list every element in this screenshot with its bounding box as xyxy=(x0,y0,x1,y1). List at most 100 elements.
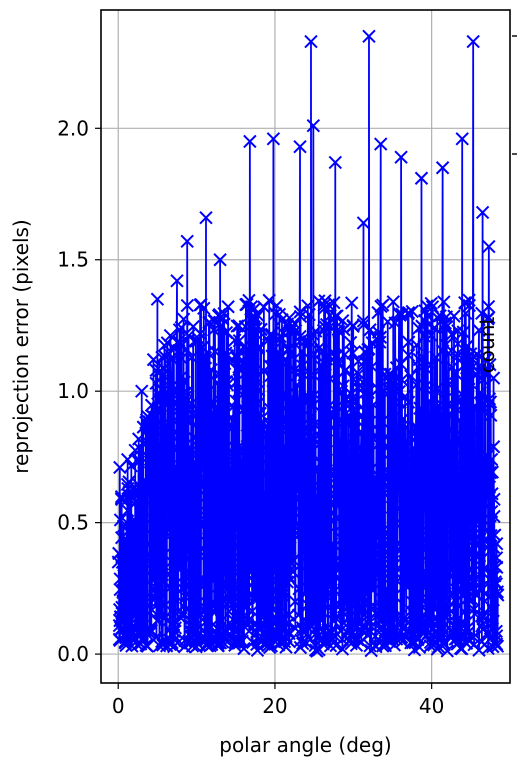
data-point xyxy=(466,34,480,49)
data-point xyxy=(192,544,206,558)
data-point xyxy=(241,613,256,628)
data-point xyxy=(307,368,321,383)
data-point xyxy=(193,503,207,518)
data-point xyxy=(298,334,312,349)
data-point xyxy=(249,439,263,453)
data-point xyxy=(131,594,145,608)
data-point xyxy=(490,585,505,599)
data-point xyxy=(356,314,371,328)
data-point xyxy=(386,375,400,390)
data-point xyxy=(158,419,173,434)
data-point xyxy=(243,134,257,149)
data-point xyxy=(166,400,180,414)
data-point xyxy=(242,547,256,562)
data-point xyxy=(312,437,327,451)
data-point xyxy=(412,640,427,654)
data-point xyxy=(414,621,428,635)
data-point xyxy=(148,504,162,519)
data-point xyxy=(166,441,180,455)
data-point xyxy=(390,574,404,588)
data-point xyxy=(426,390,441,404)
data-point xyxy=(462,371,476,386)
data-point xyxy=(196,368,211,383)
data-point xyxy=(283,541,297,555)
data-point xyxy=(170,636,185,650)
data-point xyxy=(456,389,470,403)
data-point xyxy=(182,455,197,469)
data-point xyxy=(232,362,246,377)
data-point xyxy=(265,548,279,563)
data-point xyxy=(335,642,350,656)
data-point xyxy=(362,573,377,587)
data-point xyxy=(157,562,171,576)
data-point xyxy=(180,298,195,313)
data-point xyxy=(215,565,229,580)
data-point xyxy=(344,563,358,578)
colorbar-ticks xyxy=(512,35,517,155)
data-point xyxy=(225,420,240,435)
data-point xyxy=(451,495,465,509)
data-point xyxy=(308,591,323,606)
data-point xyxy=(304,34,318,49)
data-point xyxy=(467,401,481,415)
data-point xyxy=(401,395,416,409)
data-point xyxy=(251,383,266,398)
data-point xyxy=(229,394,243,408)
data-point xyxy=(156,509,170,524)
data-point xyxy=(190,536,204,551)
data-point xyxy=(364,619,378,633)
data-point xyxy=(188,489,203,503)
data-point xyxy=(216,561,230,575)
data-point xyxy=(358,404,372,419)
data-point xyxy=(226,489,240,504)
data-point xyxy=(198,380,212,394)
data-point xyxy=(366,398,381,412)
data-point xyxy=(136,541,151,555)
data-point xyxy=(398,488,412,503)
data-point xyxy=(337,447,352,461)
data-point xyxy=(240,342,254,356)
data-point xyxy=(281,396,295,411)
data-point xyxy=(292,491,306,506)
axis-ticks: 0 20 40 0.0 0.5 1.0 1.5 2.0 xyxy=(57,116,444,718)
data-point xyxy=(424,524,439,538)
data-point xyxy=(483,357,497,372)
data-point xyxy=(373,435,387,450)
data-point xyxy=(462,298,477,313)
data-point xyxy=(444,564,458,578)
data-point xyxy=(267,395,282,409)
data-point xyxy=(339,416,353,430)
data-point xyxy=(155,350,169,365)
data-point xyxy=(324,405,338,419)
data-point xyxy=(319,473,333,488)
x-tick-label: 40 xyxy=(419,694,444,718)
data-point xyxy=(462,293,476,307)
data-point xyxy=(413,401,427,415)
data-point xyxy=(177,375,191,389)
data-point xyxy=(266,603,281,617)
data-point xyxy=(373,330,388,344)
data-point xyxy=(462,591,476,605)
data-point xyxy=(282,634,297,649)
data-point xyxy=(243,565,257,580)
data-point xyxy=(434,624,448,638)
data-point xyxy=(144,623,159,638)
data-point xyxy=(295,344,309,358)
data-point xyxy=(174,459,188,474)
data-point xyxy=(180,385,194,399)
data-point xyxy=(307,529,322,543)
data-point xyxy=(182,441,197,455)
data-point xyxy=(396,412,410,426)
data-point xyxy=(129,515,144,529)
data-point xyxy=(115,549,129,564)
data-point xyxy=(232,360,246,374)
data-point xyxy=(438,576,452,590)
data-point xyxy=(307,347,321,362)
data-point xyxy=(388,316,402,330)
data-point xyxy=(262,293,276,308)
data-point xyxy=(365,360,379,374)
data-point xyxy=(146,421,160,436)
data-point xyxy=(177,523,191,537)
data-point xyxy=(286,553,300,567)
